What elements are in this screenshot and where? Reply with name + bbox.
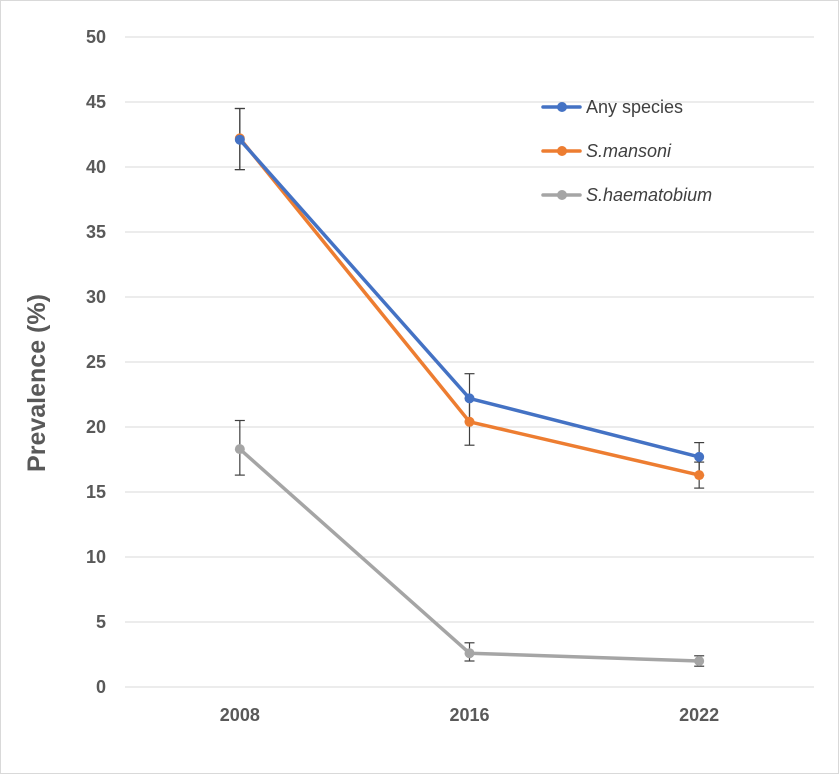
y-tick-label: 35 [86,222,106,242]
legend-swatch-marker [557,190,567,200]
legend-swatch-marker [557,102,567,112]
y-axis-ticks: 0 5 10 15 20 25 30 35 40 45 50 [86,27,106,697]
legend: Any species S.mansoni S.haematobium [541,97,712,205]
legend-entry-label: Any species [586,97,683,117]
data-point-any-species [234,134,245,145]
x-tick-label: 2008 [220,705,260,725]
y-tick-label: 20 [86,417,106,437]
y-tick-label: 10 [86,547,106,567]
y-tick-label: 0 [96,677,106,697]
y-tick-label: 40 [86,157,106,177]
y-axis-label: Prevalence (%) [23,294,51,472]
y-tick-label: 50 [86,27,106,47]
y-tick-label: 15 [86,482,106,502]
series-line-s-haematobium [238,447,701,663]
legend-swatch-marker [557,146,567,156]
data-point-s-haematobium [234,444,245,455]
data-point-s-mansoni [464,416,475,427]
data-point-any-species [694,451,705,462]
legend-entry-label: S.haematobium [586,185,712,205]
data-point-s-haematobium [464,648,475,659]
x-axis-ticks: 2008 2016 2022 [220,705,719,725]
x-tick-label: 2022 [679,705,719,725]
y-tick-label: 5 [96,612,106,632]
gridlines [125,36,814,688]
data-point-s-mansoni [694,470,705,481]
series-points [234,133,705,666]
y-tick-label: 25 [86,352,106,372]
data-point-any-species [464,393,475,404]
y-tick-label: 45 [86,92,106,112]
y-tick-label: 30 [86,287,106,307]
data-point-s-haematobium [694,656,705,666]
x-tick-label: 2016 [449,705,489,725]
legend-entry-label: S.mansoni [586,141,672,161]
